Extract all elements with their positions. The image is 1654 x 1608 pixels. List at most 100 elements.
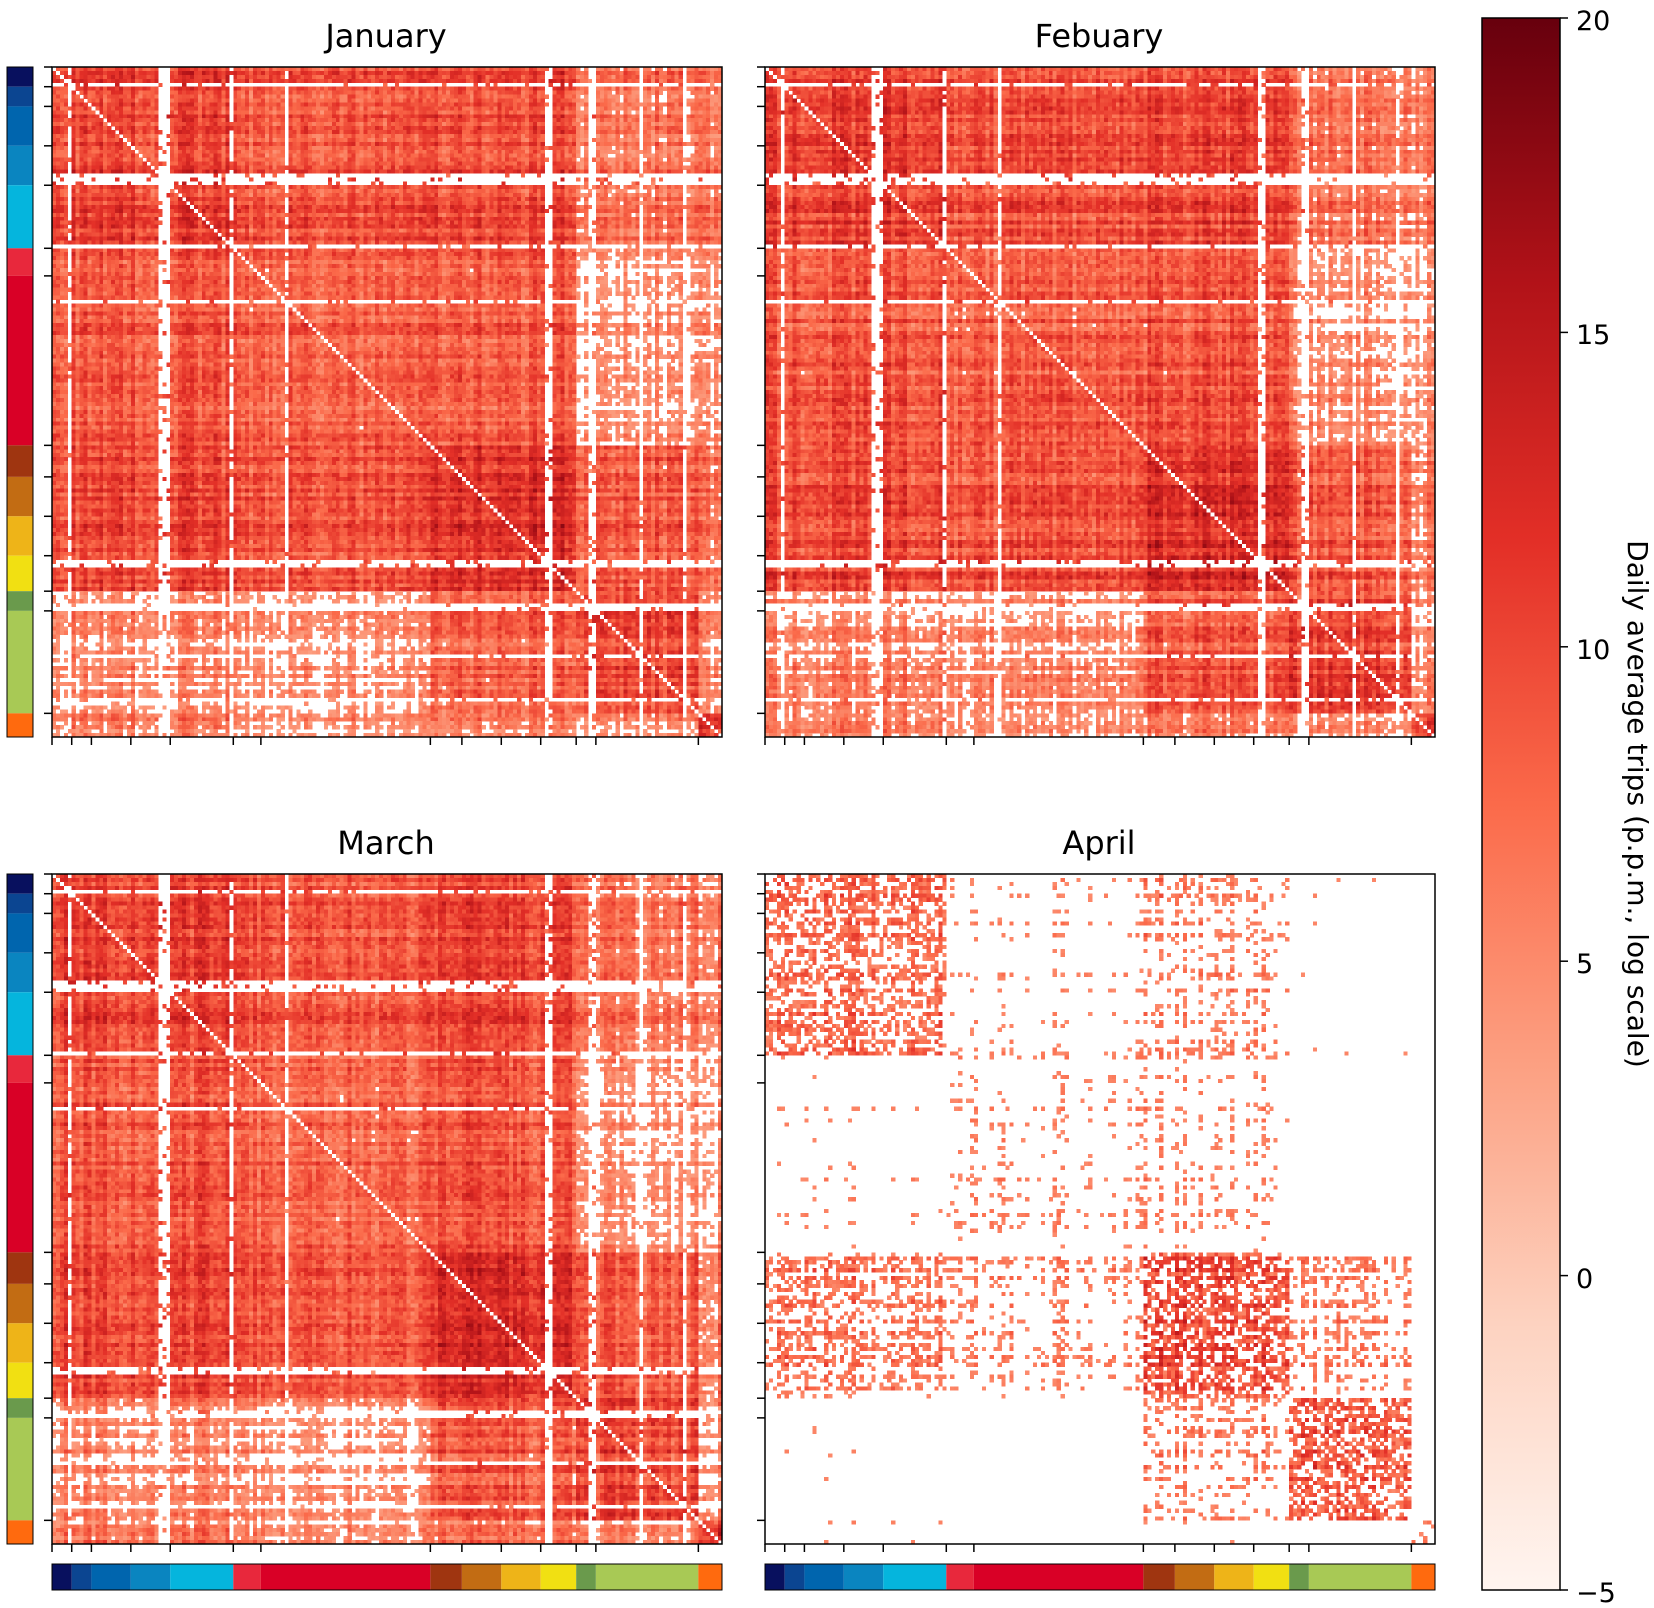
heatmap-cell (87, 75, 91, 79)
heatmap-cell (651, 71, 655, 75)
heatmap-cell (300, 75, 304, 79)
heatmap-cell (249, 75, 253, 79)
heatmap-cell (525, 75, 529, 79)
heatmap-cell (80, 71, 84, 75)
heatmap-cell (241, 71, 245, 75)
heatmap-cell (336, 71, 340, 75)
heatmap-cell (533, 75, 537, 79)
heatmap-cell (395, 71, 399, 75)
heatmap-cell (462, 75, 466, 79)
heatmap-cell (352, 71, 356, 75)
heatmap-cell (403, 71, 407, 75)
heatmap-cell (655, 75, 659, 79)
heatmap-cell (186, 71, 190, 75)
heatmap-cell (95, 75, 99, 79)
heatmap-cell (320, 71, 324, 75)
heatmap-cell (359, 71, 363, 75)
heatmap-cell (84, 71, 88, 75)
heatmap-cell (383, 75, 387, 79)
heatmap-cell (442, 71, 446, 75)
heatmap-cell (482, 71, 486, 75)
heatmap-cell (328, 71, 332, 75)
heatmap-cell (202, 71, 206, 75)
heatmap-cell (541, 71, 545, 75)
heatmap-cell (438, 75, 442, 79)
heatmap-cell (221, 71, 225, 75)
heatmap-cell (344, 75, 348, 79)
heatmap-cell (371, 75, 375, 79)
heatmap-cell (438, 71, 442, 75)
heatmap-cell (288, 75, 292, 79)
heatmap-cell (643, 71, 647, 75)
heatmap-cell (525, 71, 529, 75)
heatmap-cell (257, 75, 261, 79)
heatmap-cell (458, 75, 462, 79)
heatmap-cell (87, 71, 91, 75)
heatmap-cell (91, 75, 95, 79)
heatmap-cell (553, 71, 557, 75)
heatmap-cell (572, 75, 576, 79)
heatmap-cell (225, 71, 229, 75)
heatmap-cell (312, 75, 316, 79)
heatmap-cell (135, 71, 139, 75)
heatmap-cell (56, 75, 60, 79)
heatmap-cell (391, 71, 395, 75)
heatmap-cell (143, 75, 147, 79)
heatmap-cell (304, 75, 308, 79)
heatmap-cell (446, 75, 450, 79)
heatmap-cell (296, 71, 300, 75)
heatmap-cell (273, 75, 277, 79)
heatmap-cell (237, 71, 241, 75)
heatmap-cell (580, 71, 584, 75)
heatmap-cell (690, 71, 694, 75)
heatmap-cell (422, 75, 426, 79)
heatmap-cell (344, 71, 348, 75)
heatmap-cell (194, 71, 198, 75)
heatmap-cell (367, 71, 371, 75)
heatmap-cell (273, 71, 277, 75)
heatmap-cell (675, 71, 679, 75)
heatmap-cell (245, 71, 249, 75)
heatmap-cell (348, 71, 352, 75)
heatmap-cell (462, 71, 466, 75)
heatmap-cell (647, 71, 651, 75)
heatmap-cell (497, 75, 501, 79)
heatmap-cell (596, 75, 600, 79)
heatmap-cell (509, 71, 513, 75)
heatmap-cell (533, 71, 537, 75)
heatmap-cell (237, 75, 241, 79)
heatmap-cell (103, 71, 107, 75)
heatmap-cell (434, 75, 438, 79)
heatmap-cell (493, 71, 497, 75)
heatmap-cell (76, 71, 80, 75)
heatmap-cell (403, 75, 407, 79)
heatmap-cell (623, 75, 627, 79)
panel-title-january: January (323, 17, 446, 55)
heatmap-cell (612, 75, 616, 79)
heatmap-cell (564, 75, 568, 79)
heatmap-cell (470, 75, 474, 79)
heatmap-cell (352, 75, 356, 79)
heatmap-cell (241, 75, 245, 79)
heatmap-cell (292, 75, 296, 79)
heatmap-cell (178, 71, 182, 75)
heatmap-cell (332, 75, 336, 79)
heatmap-cell (214, 71, 218, 75)
heatmap-cell (194, 75, 198, 79)
heatmap-cell (474, 71, 478, 75)
heatmap-cell (529, 71, 533, 75)
heatmap-cell (147, 75, 151, 79)
heatmap-cell (174, 71, 178, 75)
heatmap-cell (296, 75, 300, 79)
heatmap-cell (478, 71, 482, 75)
heatmap-cell (411, 75, 415, 79)
heatmap-cell (72, 71, 76, 75)
heatmap-cell (584, 71, 588, 75)
heatmap-cell (135, 75, 139, 79)
heatmap-cell (292, 71, 296, 75)
heatmap-cell (631, 71, 635, 75)
heatmap-cell (119, 75, 123, 79)
heatmap-cell (553, 75, 557, 79)
heatmap-cell (103, 75, 107, 79)
heatmap-cell (253, 71, 257, 75)
